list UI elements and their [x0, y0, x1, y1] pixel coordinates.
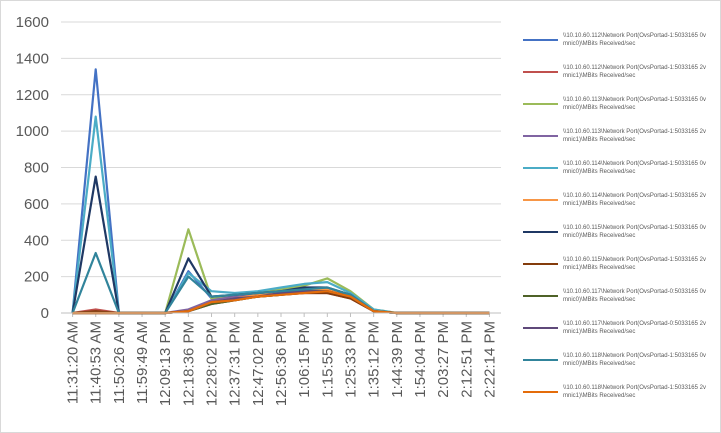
- y-tick-label: 1200: [16, 87, 49, 104]
- legend-item: \\10.10.60.112\Network Port(OvsPortad-1:…: [523, 63, 713, 95]
- legend-swatch: [523, 71, 558, 73]
- x-tick-label: 1:35:12 PM: [366, 321, 383, 398]
- legend-swatch: [523, 39, 558, 41]
- x-tick-label: 11:31:20 AM: [65, 321, 82, 404]
- y-tick-label: 600: [24, 196, 49, 213]
- series-line-8: [72, 291, 490, 315]
- legend-swatch: [523, 199, 558, 201]
- x-tick-label: 12:09:13 PM: [157, 321, 174, 406]
- legend-label: \\10.10.60.115\Network Port(OvsPortad-1:…: [563, 257, 706, 271]
- legend-item: \\10.10.60.115\Network Port(OvsPortad-1:…: [523, 255, 713, 287]
- legend-item: \\10.10.60.113\Network Port(OvsPortad-1:…: [523, 127, 713, 159]
- y-axis-ticks: 0 200 400 600 800 1000 1200 1400 1600: [16, 14, 49, 322]
- legend-item: \\10.10.60.118\Network Port(OvsPortad-1:…: [523, 383, 713, 415]
- legend-label: \\10.10.60.117\Network Port(OvsPortad-0:…: [563, 321, 706, 335]
- legend-label: \\10.10.60.118\Network Port(OvsPortad-1:…: [563, 353, 706, 367]
- y-tick-label: 0: [41, 305, 49, 322]
- legend-item: \\10.10.60.117\Network Port(OvsPortad-0:…: [523, 319, 713, 351]
- legend-item: \\10.10.60.114\Network Port(OvsPortad-1:…: [523, 159, 713, 191]
- legend-swatch: [523, 327, 558, 329]
- legend-swatch: [523, 391, 558, 393]
- x-tick-label: 12:37:31 PM: [227, 321, 244, 406]
- legend-swatch: [523, 135, 558, 137]
- series-line-3: [72, 228, 490, 315]
- gridlines: [61, 21, 501, 278]
- x-tick-label: 2:12:51 PM: [458, 321, 475, 398]
- x-tick-label: 1:44:39 PM: [389, 321, 406, 398]
- legend-label: \\10.10.60.113\Network Port(OvsPortad-1:…: [563, 97, 706, 111]
- x-tick-label: 11:59:49 AM: [134, 321, 151, 404]
- legend-item: \\10.10.60.114\Network Port(OvsPortad-1:…: [523, 191, 713, 223]
- x-tick-label: 2:03:27 PM: [435, 321, 452, 398]
- legend-swatch: [523, 295, 558, 297]
- x-tick-label: 2:22:14 PM: [481, 321, 498, 398]
- legend-label: \\10.10.60.115\Network Port(OvsPortad-1:…: [563, 225, 706, 239]
- x-tick-label: 1:06:15 PM: [296, 321, 313, 398]
- x-tick-label: 12:47:02 PM: [250, 321, 267, 406]
- x-tick-label: 11:50:26 AM: [111, 321, 128, 404]
- legend-label: \\10.10.60.117\Network Port(OvsPortad-0:…: [563, 289, 706, 303]
- y-tick-label: 1600: [16, 14, 49, 31]
- legend-swatch: [523, 359, 558, 361]
- legend-label: \\10.10.60.118\Network Port(OvsPortad-1:…: [563, 385, 706, 399]
- y-tick-label: 1000: [16, 123, 49, 140]
- y-tick-label: 800: [24, 160, 49, 177]
- legend-label: \\10.10.60.114\Network Port(OvsPortad-1:…: [563, 193, 706, 207]
- legend-item: \\10.10.60.112\Network Port(OvsPortad-1:…: [523, 31, 713, 63]
- legend-item: \\10.10.60.113\Network Port(OvsPortad-1:…: [523, 95, 713, 127]
- legend-label: \\10.10.60.114\Network Port(OvsPortad-1:…: [563, 161, 706, 175]
- x-tick-label: 11:40:53 AM: [88, 321, 105, 404]
- x-tick-label: 1:15:55 PM: [319, 321, 336, 398]
- x-axis-ticks: 11:31:20 AM 11:40:53 AM 11:50:26 AM 11:59:4…: [65, 313, 498, 406]
- legend: \\10.10.60.112\Network Port(OvsPortad-1:…: [523, 31, 713, 415]
- legend-swatch: [523, 103, 558, 105]
- series-line-5: [71, 115, 490, 315]
- y-tick-label: 400: [24, 232, 49, 249]
- x-tick-label: 12:56:36 PM: [273, 321, 290, 406]
- y-tick-label: 1400: [16, 50, 49, 67]
- series-line-11: [71, 251, 490, 315]
- series-line-2: [72, 291, 490, 315]
- series-line-12: [72, 290, 490, 315]
- legend-item: \\10.10.60.115\Network Port(OvsPortad-1:…: [523, 223, 713, 255]
- y-tick-label: 200: [24, 269, 49, 286]
- legend-label: \\10.10.60.113\Network Port(OvsPortad-1:…: [563, 129, 706, 143]
- x-tick-label: 12:28:02 PM: [204, 321, 221, 406]
- legend-item: \\10.10.60.117\Network Port(OvsPortad-0:…: [523, 287, 713, 319]
- x-tick-label: 1:54:04 PM: [412, 321, 429, 398]
- legend-swatch: [523, 167, 558, 169]
- legend-swatch: [523, 263, 558, 265]
- legend-item: \\10.10.60.118\Network Port(OvsPortad-1:…: [523, 351, 713, 383]
- legend-label: \\10.10.60.112\Network Port(OvsPortad-1:…: [563, 33, 706, 47]
- x-tick-label: 1:25:33 PM: [342, 321, 359, 398]
- legend-swatch: [523, 231, 558, 233]
- legend-label: \\10.10.60.112\Network Port(OvsPortad-1:…: [563, 65, 706, 79]
- x-tick-label: 12:18:36 PM: [180, 321, 197, 406]
